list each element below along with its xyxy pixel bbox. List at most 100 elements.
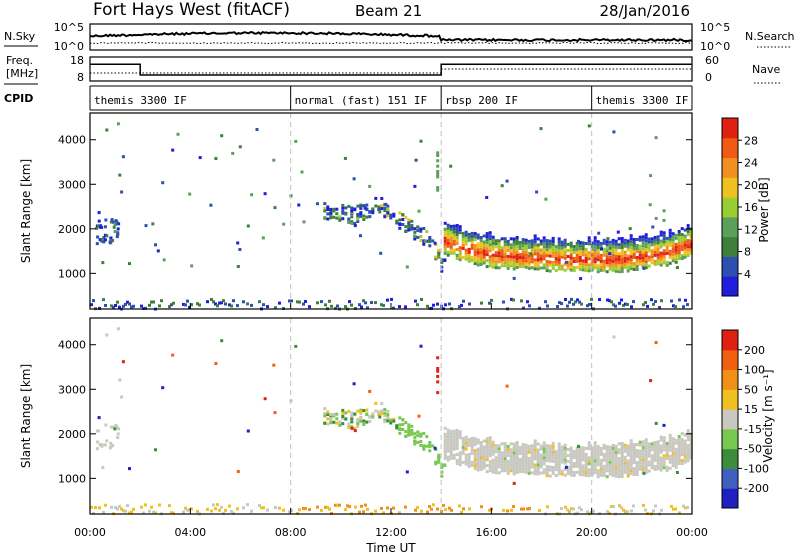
power-cell: [452, 239, 456, 243]
velocity-cell: [675, 471, 679, 474]
power-cell: [593, 236, 597, 240]
velocity-cell: [419, 443, 423, 447]
velocity-cell: [503, 466, 507, 470]
velocity-cell: [482, 457, 486, 461]
velocity-cell: [587, 456, 591, 460]
power-cell: [473, 250, 477, 254]
velocity-cell: [575, 464, 579, 468]
power-cell: [392, 306, 395, 310]
power-cell: [294, 139, 298, 143]
velocity-cell: [530, 471, 534, 475]
velocity-cell: [629, 451, 633, 455]
power-cell: [461, 255, 465, 259]
power-cell: [476, 254, 480, 258]
velocity-cell: [214, 507, 217, 511]
velocity-cell: [602, 467, 606, 471]
velocity-cell: [560, 472, 564, 476]
velocity-cell: [473, 461, 477, 465]
power-cell: [413, 227, 417, 231]
power-cell: [689, 233, 693, 237]
velocity-cell: [569, 452, 573, 456]
x-tick-label: 12:00: [375, 526, 407, 539]
velocity-cell: [617, 469, 621, 473]
velocity-colorbar-tick-label: -100: [744, 462, 769, 475]
power-cell: [527, 251, 531, 255]
power-cell: [214, 157, 218, 160]
velocity-cell: [242, 506, 245, 510]
power-cell: [335, 212, 339, 216]
power-cell: [521, 265, 525, 269]
velocity-cell: [578, 467, 582, 470]
velocity-cell: [130, 510, 133, 514]
power-cell: [662, 255, 666, 259]
velocity-cell: [545, 459, 549, 463]
power-cell: [674, 236, 678, 240]
velocity-cell: [677, 438, 681, 441]
power-cell: [350, 206, 354, 210]
velocity-cell: [512, 451, 516, 455]
velocity-cell: [488, 508, 491, 512]
power-cell: [97, 211, 101, 215]
power-cell: [500, 258, 504, 262]
velocity-cell: [398, 428, 402, 431]
power-cell: [653, 235, 657, 239]
power-cell: [560, 252, 564, 256]
velocity-cell: [326, 417, 330, 421]
power-cell: [482, 240, 486, 244]
velocity-cell: [527, 456, 531, 460]
power-cell: [656, 250, 660, 254]
power-cell: [503, 246, 507, 250]
power-cell: [497, 266, 501, 270]
power-cell: [420, 298, 423, 301]
power-cell: [533, 249, 537, 253]
power-cell: [506, 248, 510, 252]
power-cell: [524, 241, 528, 245]
velocity-cell: [629, 448, 633, 452]
velocity-cell: [356, 422, 360, 426]
velocity-cell: [662, 423, 666, 427]
power-cell: [324, 303, 327, 307]
power-cell: [545, 248, 549, 252]
power-cell: [677, 233, 681, 236]
velocity-cell: [392, 506, 395, 510]
power-cell: [564, 260, 568, 264]
velocity-cell: [587, 441, 591, 445]
velocity-cell: [642, 503, 645, 507]
velocity-cell: [620, 469, 624, 472]
velocity-cell: [494, 447, 498, 451]
velocity-cell: [566, 466, 570, 469]
velocity-cell: [644, 459, 648, 463]
power-cell: [596, 267, 600, 271]
velocity-cell: [497, 453, 501, 457]
velocity-cell: [506, 509, 509, 513]
velocity-cell: [121, 360, 125, 364]
velocity-cell: [120, 507, 123, 511]
power-cell: [503, 255, 507, 259]
velocity-cell: [656, 458, 660, 462]
power-cell: [212, 300, 215, 304]
velocity-cell: [539, 462, 543, 466]
velocity-cell: [572, 471, 576, 474]
power-cell: [581, 259, 585, 263]
power-cell: [365, 208, 369, 212]
velocity-cell: [332, 412, 336, 416]
velocity-cell: [458, 433, 462, 437]
power-cell: [366, 306, 369, 310]
power-cell: [401, 223, 405, 226]
velocity-cell: [521, 464, 525, 468]
power-cell: [539, 248, 543, 252]
velocity-cell: [557, 451, 561, 455]
velocity-cell: [578, 461, 582, 464]
power-cell: [401, 213, 405, 217]
velocity-cell: [449, 453, 453, 457]
velocity-cell: [674, 465, 678, 469]
power-cell: [395, 220, 399, 224]
power-cell: [611, 241, 615, 245]
power-cell: [482, 258, 486, 262]
power-cell: [624, 302, 627, 306]
velocity-cell: [617, 448, 621, 452]
power-cell: [255, 128, 259, 131]
power-cell: [542, 257, 546, 261]
power-cell: [575, 241, 579, 245]
power-cell: [524, 256, 528, 260]
